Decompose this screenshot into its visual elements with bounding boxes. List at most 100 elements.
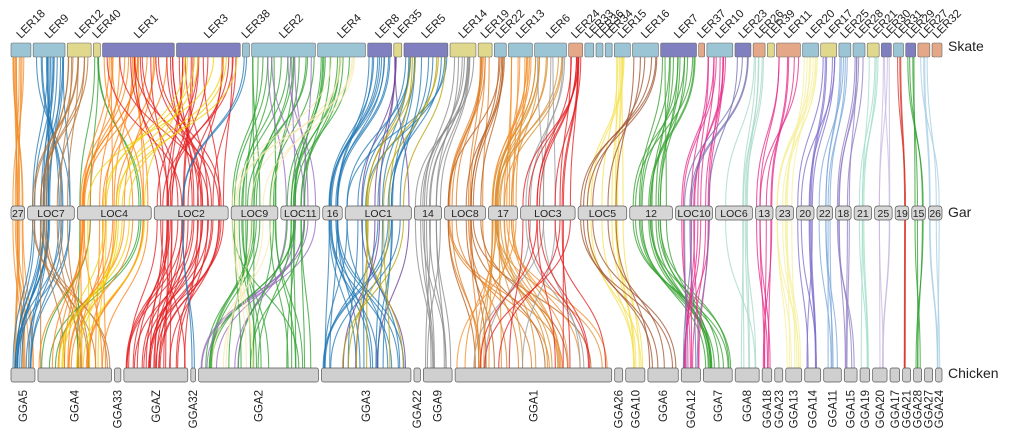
chicken-block [734, 367, 760, 383]
chicken-label: GGA8 [742, 390, 754, 422]
skate-block [102, 42, 175, 58]
chicken-block [37, 367, 112, 383]
gar-block [153, 205, 229, 221]
skate-block [584, 42, 595, 58]
skate-block [866, 42, 880, 58]
gar-label: LOC8 [451, 208, 479, 220]
chicken-label: GGA1 [528, 390, 540, 422]
skate-label: LER38 [240, 8, 273, 41]
gar-block [280, 205, 321, 221]
synteny-link [234, 56, 354, 369]
skate-label: LER7 [672, 12, 701, 41]
gar-label: LOC2 [177, 208, 205, 220]
chicken-label: GGA2 [254, 390, 266, 422]
gar-block [27, 205, 75, 221]
gar-label: LOC5 [589, 208, 617, 220]
chicken-label: GGA27 [924, 390, 936, 428]
chicken-block [924, 367, 933, 383]
gar-block [629, 205, 673, 221]
chicken-label: GGA14 [808, 389, 820, 428]
gar-label: 19 [896, 208, 908, 220]
skate-block [752, 42, 766, 58]
chicken-block [123, 367, 189, 383]
skate-block [403, 42, 449, 58]
chicken-block [413, 367, 421, 383]
gar-block [414, 205, 442, 221]
skate-block [477, 42, 493, 58]
skate-block [32, 42, 66, 58]
chicken-label: GGA20 [875, 390, 887, 428]
row-labels: Skate Gar Chicken [948, 0, 1010, 439]
chicken-label: GGAZ [151, 390, 163, 423]
chicken-block [614, 367, 624, 383]
chicken-block [872, 367, 888, 383]
chicken-label: GGA15 [846, 390, 858, 428]
chicken-block [321, 367, 412, 383]
row-label-chicken: Chicken [948, 365, 999, 381]
gar-block [835, 205, 852, 221]
skate-block [706, 42, 734, 58]
gar-block [853, 205, 872, 221]
skate-block [367, 42, 392, 58]
chicken-label: GGA11 [828, 390, 840, 428]
chicken-label: GGA23 [774, 390, 786, 428]
chicken-label: GGA3 [361, 390, 373, 422]
skate-block [393, 42, 403, 58]
chicken-label: GGA13 [789, 390, 801, 428]
skate-block [893, 42, 904, 58]
gar-label: 22 [819, 208, 831, 220]
gar-block [675, 205, 713, 221]
gar-block [444, 205, 486, 221]
row-label-gar: Gar [948, 204, 972, 220]
chicken-block [647, 367, 679, 383]
gar-label: 12 [645, 208, 657, 220]
skate-block [93, 42, 101, 58]
row-label-skate: Skate [948, 38, 984, 54]
gar-block [894, 205, 910, 221]
gar-label: LOC9 [241, 208, 269, 220]
gar-block [775, 205, 794, 221]
skate-block [614, 42, 631, 58]
chicken-label: GGA21 [902, 390, 914, 428]
gar-track: 27 LOC7 LOC4 LOC2 LOC9 LOC11 16 LOC1 14 LOC8 17 LOC… [10, 205, 943, 221]
gar-label: 27 [12, 208, 24, 220]
chicken-label: GGA32 [188, 390, 200, 428]
gar-block [928, 205, 943, 221]
gar-label: 25 [878, 208, 890, 220]
skate-block [734, 42, 752, 58]
synteny-link [231, 56, 333, 369]
skate-block [508, 42, 533, 58]
chicken-label: GGA4 [70, 389, 82, 422]
gar-block [816, 205, 833, 221]
chicken-label: GGA7 [713, 390, 725, 422]
chicken-block [114, 367, 122, 383]
skate-block [632, 42, 659, 58]
skate-label: LER3 [202, 12, 231, 41]
gar-label: LOC3 [534, 208, 562, 220]
synteny-link [414, 56, 475, 369]
chicken-block [785, 367, 803, 383]
chicken-block [680, 367, 701, 383]
chicken-block [823, 367, 842, 383]
skate-block [494, 42, 507, 58]
gar-block [76, 205, 152, 221]
chicken-label: GGA26 [614, 390, 626, 428]
gar-block [715, 205, 753, 221]
skate-block [881, 42, 892, 58]
gar-label: 18 [838, 208, 850, 220]
skate-block [449, 42, 477, 58]
chicken-block [10, 367, 36, 383]
gar-block [796, 205, 815, 221]
chicken-block [913, 367, 922, 383]
gar-block [10, 205, 25, 221]
skate-block [242, 42, 250, 58]
skate-block [917, 42, 931, 58]
skate-block [595, 42, 604, 58]
skate-block [776, 42, 801, 58]
skate-block [604, 42, 613, 58]
chicken-label: GGA10 [630, 390, 642, 428]
chicken-track: GGA5 GGA4 GGA33 GGAZ GGA32 GGA2 GGA3 GGA22 GGA9 G… [10, 367, 946, 428]
chicken-label: GGA19 [860, 390, 872, 428]
gar-label: 20 [799, 208, 811, 220]
